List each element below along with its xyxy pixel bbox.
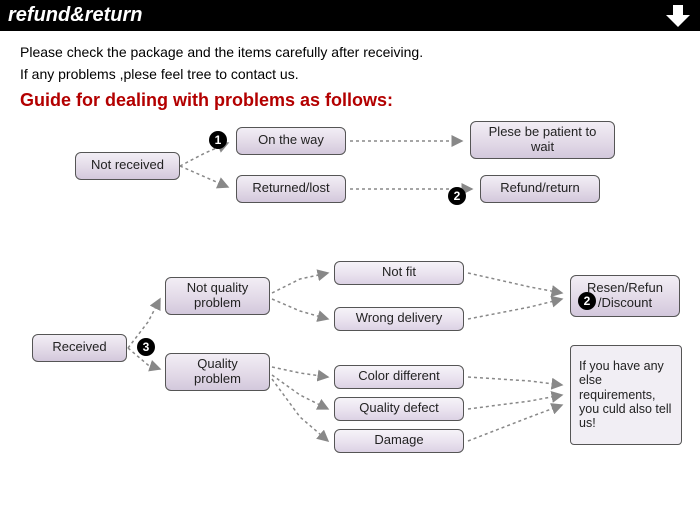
flowchart-canvas: Not received On the way Returned/lost Plese… (0, 117, 700, 497)
down-arrow-icon (664, 5, 692, 27)
intro-text: Please check the package and the items c… (0, 31, 700, 90)
edge-not_quality-to-wrong_delivery (272, 299, 328, 319)
badge-3: 3 (137, 338, 155, 356)
node-color-diff: Color different (334, 365, 464, 389)
node-wrong-delivery: Wrong delivery (334, 307, 464, 331)
edge-not_quality-to-not_fit (272, 273, 328, 293)
node-returned-lost: Returned/lost (236, 175, 346, 203)
node-not-received: Not received (75, 152, 180, 180)
node-quality: Quality problem (165, 353, 270, 391)
edge-not_received-to-returned_lost (180, 166, 228, 187)
header-title: refund&return (8, 4, 142, 27)
edge-damage-to-elsereq (468, 405, 562, 441)
header-bar: refund&return (0, 0, 700, 31)
edge-wrong_delivery-to-resend (468, 299, 562, 319)
guide-title: Guide for dealing with problems as follo… (0, 90, 700, 117)
badge-1: 1 (209, 131, 227, 149)
edge-not_fit-to-resend (468, 273, 562, 293)
node-not-quality: Not quality problem (165, 277, 270, 315)
badge-2: 2 (448, 187, 466, 205)
edge-color_diff-to-elsereq (468, 377, 562, 385)
badge-4: 2 (578, 292, 596, 310)
intro-line-1: Please check the package and the items c… (20, 41, 680, 63)
node-elsereq: If you have any else requirements, you c… (570, 345, 682, 445)
node-on-the-way: On the way (236, 127, 346, 155)
node-refund-return: Refund/return (480, 175, 600, 203)
edge-quality-to-damage (272, 379, 328, 441)
node-patient: Plese be patient to wait (470, 121, 615, 159)
node-damage: Damage (334, 429, 464, 453)
node-received: Received (32, 334, 127, 362)
edge-quality-to-color_diff (272, 367, 328, 377)
edge-quality-to-quality_defect (272, 375, 328, 409)
intro-line-2: If any problems ,plese feel tree to cont… (20, 63, 680, 85)
edge-quality_defect-to-elsereq (468, 395, 562, 409)
node-quality-defect: Quality defect (334, 397, 464, 421)
node-not-fit: Not fit (334, 261, 464, 285)
